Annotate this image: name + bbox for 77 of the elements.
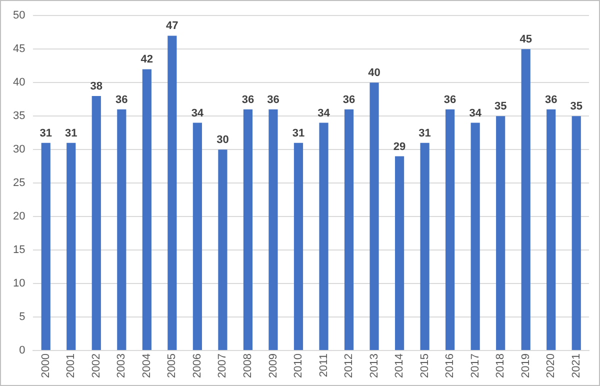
data-label: 36 [267, 94, 280, 106]
y-tick-label: 30 [12, 144, 26, 156]
x-tick-label: 2002 [90, 354, 102, 378]
bar [268, 109, 278, 350]
y-tick-label: 35 [12, 110, 26, 122]
data-label: 34 [191, 107, 204, 120]
bar [572, 116, 581, 350]
data-label: 31 [292, 127, 305, 140]
data-label: 35 [494, 100, 507, 113]
x-tick-label: 2007 [216, 354, 229, 378]
y-tick-label: 40 [12, 76, 26, 89]
x-tick-label: 2012 [343, 354, 356, 378]
data-label: 29 [393, 140, 406, 153]
y-tick-label: 25 [12, 177, 26, 190]
data-label: 42 [140, 54, 154, 66]
bar [243, 109, 253, 350]
bar [496, 116, 506, 350]
x-tick-label: 2008 [242, 354, 254, 378]
x-tick-label: 2010 [292, 354, 305, 378]
data-label: 38 [90, 80, 103, 93]
y-tick-label: 20 [12, 210, 26, 223]
bar [446, 109, 455, 350]
bar [470, 122, 480, 350]
bar [66, 142, 76, 350]
x-tick-label: 2021 [570, 354, 582, 378]
y-tick-label: 0 [19, 344, 26, 357]
data-label: 31 [65, 127, 78, 140]
x-tick-label: 2004 [140, 354, 153, 378]
bar [394, 156, 404, 350]
bar [117, 109, 126, 350]
x-tick-label: 2003 [116, 354, 128, 378]
y-tick-label: 5 [19, 311, 26, 324]
x-tick-label: 2000 [40, 354, 52, 378]
x-tick-label: 2017 [469, 354, 482, 378]
bar [192, 122, 202, 350]
data-label: 36 [116, 94, 128, 106]
bar [142, 69, 152, 350]
data-label: 45 [520, 34, 532, 46]
y-tick-label: 50 [12, 10, 26, 22]
data-label: 36 [544, 94, 558, 106]
y-tick-label: 10 [12, 278, 26, 290]
bar [168, 36, 177, 350]
y-tick-label: 45 [12, 43, 26, 56]
x-tick-label: 2001 [65, 354, 78, 378]
bar [294, 142, 304, 350]
data-label: 34 [318, 107, 331, 120]
bar [218, 150, 228, 350]
bar [370, 82, 379, 350]
bar [344, 109, 354, 350]
bar [420, 142, 430, 350]
y-tick-label: 15 [12, 244, 26, 256]
x-tick-label: 2019 [520, 354, 532, 378]
x-tick-label: 2020 [545, 354, 558, 378]
data-label: 36 [242, 94, 254, 106]
x-tick-label: 2009 [267, 354, 280, 378]
x-tick-label: 2011 [318, 354, 330, 378]
data-label: 47 [166, 20, 178, 32]
data-label: 31 [40, 127, 52, 140]
data-label: 30 [216, 134, 229, 146]
bar [92, 96, 101, 350]
bar [41, 142, 50, 350]
bar [319, 122, 328, 350]
x-tick-label: 2014 [394, 354, 406, 378]
data-label: 34 [469, 107, 482, 120]
data-label: 31 [418, 127, 431, 140]
data-label: 36 [342, 94, 356, 106]
x-tick-label: 2015 [418, 354, 431, 378]
x-tick-label: 2013 [368, 354, 380, 378]
x-tick-label: 2018 [494, 354, 507, 378]
x-tick-label: 2005 [166, 354, 178, 378]
x-tick-label: 2006 [191, 354, 204, 378]
data-label: 35 [570, 100, 582, 113]
data-label: 40 [368, 67, 380, 80]
data-label: 36 [444, 94, 456, 106]
bar [546, 109, 556, 350]
bar [521, 49, 530, 350]
x-tick-label: 2016 [444, 354, 456, 378]
